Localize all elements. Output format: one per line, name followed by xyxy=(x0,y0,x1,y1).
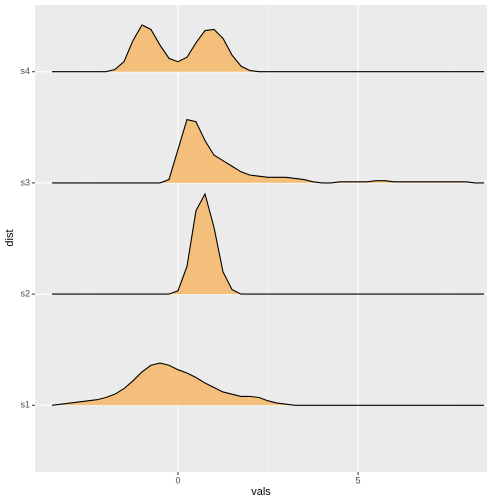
ridge-line xyxy=(51,118,485,184)
panel xyxy=(35,5,487,472)
y-tick-label: s1 xyxy=(20,400,30,410)
y-axis-title: dist xyxy=(4,229,16,246)
ridge-line xyxy=(51,362,485,406)
y-tick-label: s2 xyxy=(20,288,30,298)
ridge-fill xyxy=(51,363,485,406)
y-tick-label: s3 xyxy=(20,177,30,187)
x-axis-title: vals xyxy=(251,486,271,498)
x-tick-label: 5 xyxy=(356,475,361,485)
x-tick-label: 0 xyxy=(175,475,180,485)
ridges xyxy=(51,24,485,406)
ridge-line xyxy=(51,24,485,73)
y-tick-label: s4 xyxy=(20,66,30,76)
ridge-line xyxy=(51,192,485,295)
ridge-fill xyxy=(51,25,485,72)
